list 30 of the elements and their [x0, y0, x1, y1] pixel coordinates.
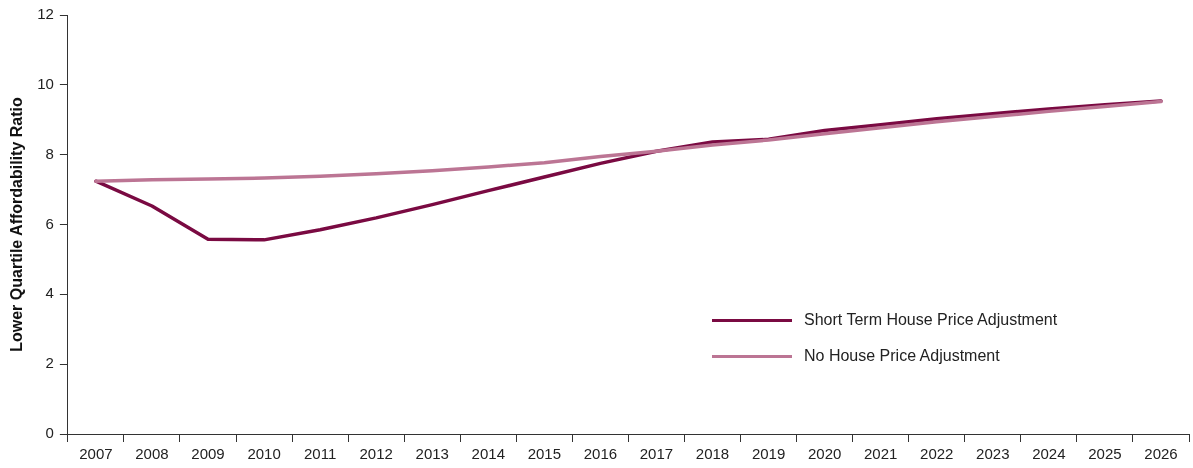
- y-tick-label: 6: [45, 214, 54, 232]
- x-tick-label: 2023: [976, 445, 1010, 463]
- x-tick-label: 2011: [304, 445, 337, 463]
- x-tick-label: 2016: [583, 445, 618, 463]
- y-tick-label: 4: [45, 284, 54, 302]
- legend-label: No House Price Adjustment: [804, 347, 1000, 365]
- x-tick-label: 2022: [920, 445, 954, 463]
- y-axis-title: Lower Quartile Affordability Ratio: [8, 97, 26, 352]
- y-tick-label: 8: [45, 144, 54, 162]
- y-tick-label: 12: [37, 5, 54, 23]
- x-tick-label: 2014: [471, 445, 505, 463]
- y-tick-label: 10: [37, 74, 54, 92]
- x-tick-label: 2021: [864, 445, 898, 463]
- x-tick-label: 2018: [695, 445, 730, 463]
- y-tick-label: 0: [45, 424, 54, 442]
- x-tick-label: 2024: [1032, 445, 1066, 463]
- x-tick-label: 2020: [807, 445, 842, 463]
- x-tick-label: 2026: [1144, 445, 1178, 463]
- y-tick-label: 2: [45, 354, 54, 372]
- legend-label: Short Term House Price Adjustment: [804, 311, 1058, 329]
- x-tick-label: 2025: [1088, 445, 1122, 463]
- x-tick-label: 2007: [79, 445, 113, 463]
- x-tick-label: 2009: [191, 445, 225, 463]
- x-tick-label: 2012: [359, 445, 393, 463]
- x-tick-label: 2008: [135, 445, 169, 463]
- x-tick-label: 2019: [751, 445, 786, 463]
- x-tick-label: 2010: [247, 445, 281, 463]
- x-tick-label: 2017: [639, 445, 674, 463]
- x-tick-label: 2013: [415, 445, 449, 463]
- x-tick-label: 2015: [527, 445, 562, 463]
